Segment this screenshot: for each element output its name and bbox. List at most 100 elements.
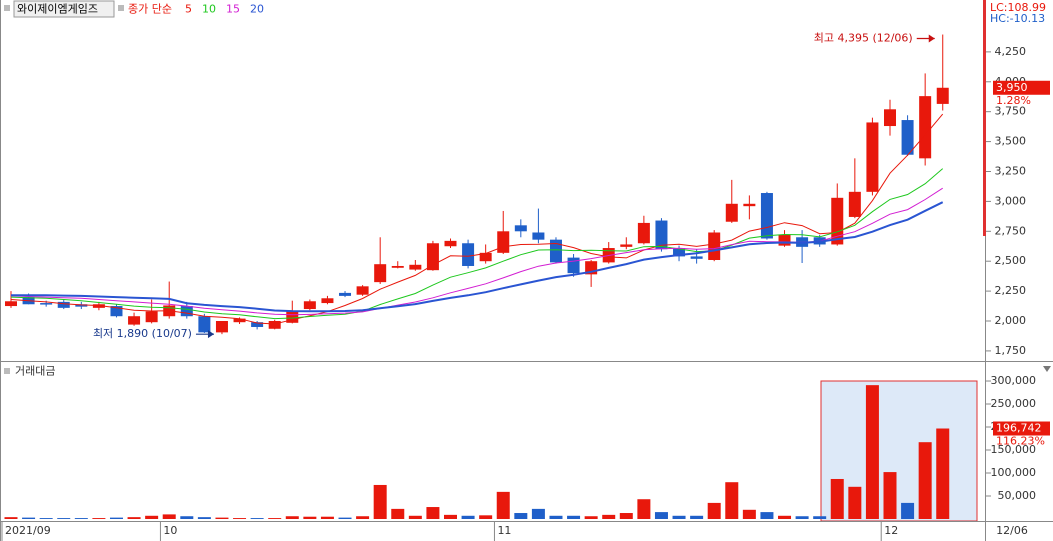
x-tick-label: 11 (497, 524, 511, 537)
volume-bar (549, 515, 563, 519)
legend-entry: 20 (250, 3, 264, 16)
candle-body (215, 321, 228, 333)
volume-bar (690, 515, 704, 519)
candle-body (5, 301, 17, 307)
volume-bar (250, 518, 264, 519)
last-price-label: 3,950 (996, 81, 1028, 94)
y-tick-label: 2,750 (995, 224, 1027, 237)
volume-bar (830, 478, 844, 519)
annotation-arrowhead (928, 34, 935, 43)
volume-bar (373, 484, 387, 519)
annotation-arrowhead (207, 330, 214, 339)
candle-body (655, 220, 668, 250)
ma-line (11, 201, 944, 313)
candle-body (391, 265, 404, 268)
x-tick-label: 10 (163, 524, 177, 537)
volume-bar (637, 499, 651, 519)
chart-title: 와이제이엠게임즈 (17, 3, 98, 16)
candle-body (409, 264, 422, 270)
volume-bar (602, 514, 616, 519)
volume-change: 116.23% (996, 435, 1045, 448)
panel-icon (4, 5, 10, 11)
candle-body (479, 252, 492, 262)
ma-label: 종가 단순 (128, 3, 172, 16)
volume-bar (22, 517, 36, 519)
candle-body (286, 310, 299, 323)
volume-bar (918, 442, 932, 519)
volume-bar (742, 509, 756, 519)
volume-bar (848, 486, 862, 519)
candle-body (549, 239, 562, 263)
last-date: 12/06 (996, 524, 1028, 537)
volume-bar (338, 517, 352, 519)
candle-body (462, 243, 475, 266)
candle-body (339, 292, 352, 296)
volume-bar (426, 507, 440, 519)
volume-bar (760, 512, 774, 519)
volume-bar (584, 516, 598, 519)
candle-body (637, 222, 650, 244)
volume-bar (725, 482, 739, 519)
volume-bar (778, 515, 792, 519)
x-tick-label: 12 (884, 524, 898, 537)
hc-label: HC:-10.13 (990, 12, 1045, 25)
candle-body (620, 244, 633, 247)
volume-bar (707, 502, 721, 519)
last-price-box (993, 80, 1050, 95)
volume-bar (444, 514, 457, 519)
y-tick-label: 1,750 (995, 344, 1027, 357)
title-box[interactable] (13, 0, 115, 18)
x-tick-label: 2021/09 (5, 524, 51, 537)
candle-body (514, 225, 527, 232)
candle-body (426, 243, 439, 271)
volume-bar (514, 513, 528, 519)
candle-body (444, 240, 457, 247)
candle-body (673, 248, 686, 257)
volume-bar (303, 516, 317, 519)
y-tick-label: 3,000 (995, 194, 1027, 207)
candle-body (40, 303, 53, 305)
candle-body (690, 256, 703, 259)
y-tick-label: 2,250 (995, 284, 1027, 297)
volume-bar (391, 508, 405, 519)
y-tick-label: 250,000 (991, 397, 1037, 410)
y-tick-label: 50,000 (998, 489, 1037, 502)
candle-body (866, 122, 879, 192)
volume-bar (567, 515, 581, 519)
volume-bar (180, 516, 194, 519)
last-volume-label: 196,742 (996, 422, 1042, 435)
y-tick-label: 2,000 (995, 314, 1027, 327)
volume-bar (145, 515, 159, 519)
volume-bar (127, 517, 141, 519)
candle-body (708, 232, 721, 261)
candle-body (233, 318, 246, 323)
volume-bar (531, 508, 545, 519)
volume-bar (57, 518, 71, 519)
candle-body (936, 87, 949, 104)
candle-body (180, 306, 193, 317)
legend-entry: 5 (185, 3, 192, 16)
volume-bar (496, 491, 510, 519)
candle-body (532, 232, 545, 240)
lc-label: LC:108.99 (990, 1, 1046, 14)
volume-bar (479, 515, 493, 519)
y-tick-label: 4,250 (995, 45, 1027, 58)
scroll-arrow[interactable] (1043, 366, 1051, 372)
candle-body (760, 193, 773, 239)
candle-body (743, 203, 756, 207)
candle-body (128, 316, 141, 325)
volume-bar (197, 517, 211, 519)
y-tick-label: 150,000 (991, 443, 1037, 456)
volume-bar (215, 517, 229, 519)
volume-bar (356, 516, 370, 519)
ma-line (10, 113, 944, 325)
candle-body (919, 96, 932, 159)
candle-body (884, 109, 896, 127)
volume-bar (92, 518, 106, 519)
y-tick-label: 100,000 (991, 466, 1037, 479)
volume-bar (4, 517, 18, 519)
price-change: 1.28% (996, 94, 1031, 107)
volume-bar (672, 515, 686, 519)
candle-body (198, 316, 211, 333)
candle-body (92, 304, 105, 308)
